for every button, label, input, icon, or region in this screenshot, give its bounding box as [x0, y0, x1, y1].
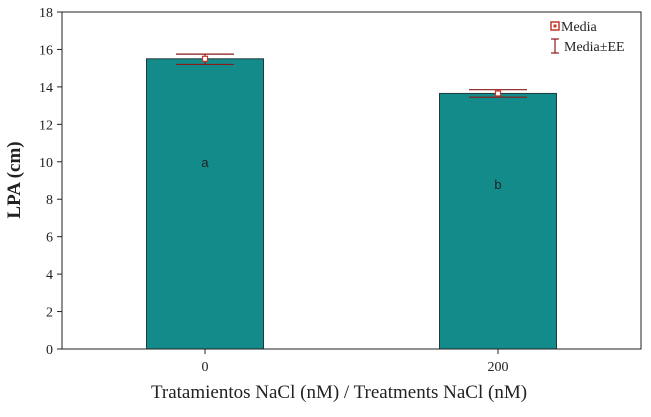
y-tick-label: 8	[46, 193, 53, 208]
legend: Media Media±EE	[550, 20, 625, 55]
y-tick-label: 10	[39, 156, 53, 171]
axes: 0 2 4 6 8 10 12 14 16 18 0 200	[39, 6, 642, 375]
bar-200	[439, 92, 557, 350]
y-tick-label: 12	[39, 118, 53, 133]
y-tick-label: 16	[39, 43, 53, 58]
bar-0	[146, 58, 264, 350]
y-tick-label: 18	[39, 6, 53, 21]
x-tick-label: 0	[202, 360, 209, 375]
y-tick-label: 14	[39, 81, 53, 96]
x-tick-label: 200	[488, 360, 509, 375]
plot-area: ab	[146, 53, 557, 350]
legend-media-label: Media	[561, 20, 598, 35]
mean-marker	[494, 90, 502, 97]
significance-letter: b	[494, 177, 501, 192]
legend-media-ee-label: Media±EE	[564, 40, 625, 55]
significance-letter: a	[201, 155, 209, 170]
y-tick-label: 2	[46, 306, 53, 321]
x-axis-title: Tratamientos NaCl (nM) / Treatments NaCl…	[151, 382, 527, 403]
legend-media-marker-dot	[553, 24, 557, 28]
y-axis-title: LPA (cm)	[4, 141, 25, 218]
y-tick-label: 0	[46, 343, 53, 358]
plot-frame	[61, 11, 642, 350]
y-tick-label: 4	[46, 268, 53, 283]
mean-marker	[201, 55, 209, 62]
y-tick-label: 6	[46, 231, 53, 246]
